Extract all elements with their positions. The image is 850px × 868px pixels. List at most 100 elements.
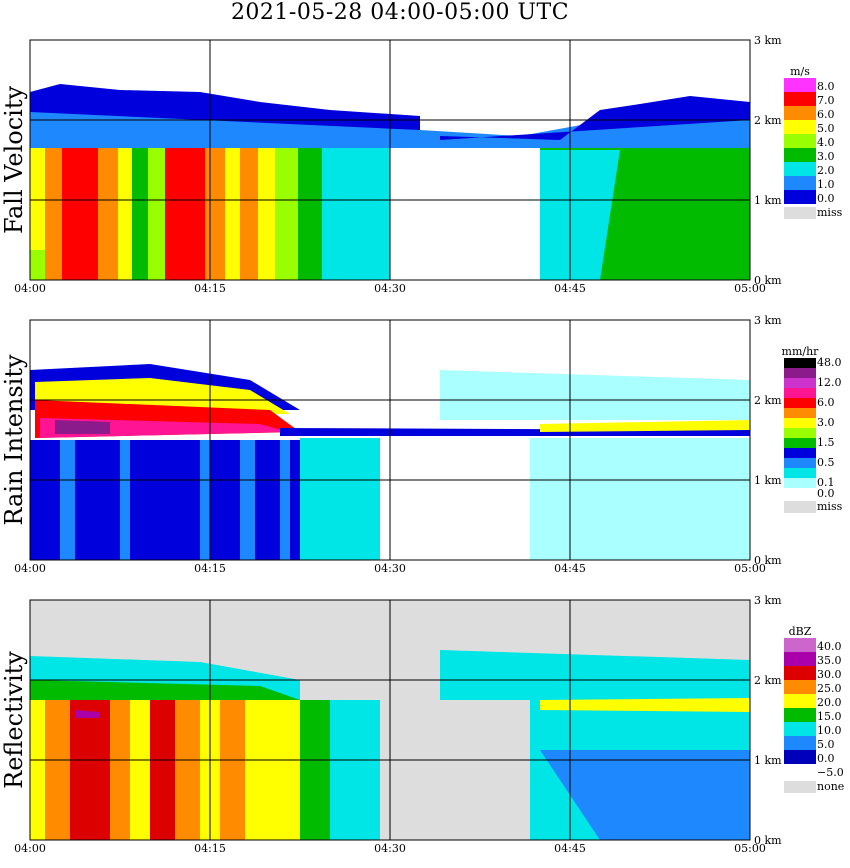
x-tick-label: 05:00 (734, 282, 766, 295)
ri-streak-4 (280, 440, 290, 560)
legend-swatch (784, 638, 816, 652)
rf-upper-right (440, 650, 750, 700)
y-tick-label: 2 km (754, 114, 782, 127)
legend-label: 0.5 (817, 456, 835, 469)
legend-label: 0.0 (817, 192, 835, 205)
fv-blue-right (440, 96, 750, 140)
rf-column-0 (30, 700, 45, 840)
legend-label: 20.0 (817, 696, 842, 709)
fv-column-4 (118, 148, 132, 280)
ri-blue-lower (30, 440, 310, 560)
legend-unit: dBZ (789, 625, 812, 638)
legend-swatch (784, 694, 816, 708)
ri-streak-0 (60, 440, 75, 560)
legend-swatch (784, 358, 816, 368)
x-tick-label: 04:00 (14, 562, 46, 575)
fv-column-5 (132, 148, 148, 280)
legend-swatch (784, 106, 816, 120)
x-tick-label: 04:45 (554, 842, 586, 855)
y-tick-label: 0 km (754, 554, 782, 567)
legend-label: 30.0 (817, 668, 842, 681)
legend-missing-label: miss (817, 500, 843, 513)
panel-2-axes: 0 km 1 km 2 km 3 km 04:00 04:15 04:30 04:45 05:0… (14, 314, 782, 575)
legend-label: 48.0 (817, 356, 842, 369)
ri-lightcyan-right (530, 438, 750, 560)
legend-swatch (784, 388, 816, 398)
legend-label: 5.0 (817, 122, 835, 135)
x-tick-label: 04:15 (194, 842, 226, 855)
legend-label: 2.0 (817, 164, 835, 177)
legend-label: 12.0 (817, 376, 842, 389)
legend-swatch (784, 162, 816, 176)
legend-label: 10.0 (817, 724, 842, 737)
legend-label: 25.0 (817, 682, 842, 695)
ri-streak-1 (120, 440, 130, 560)
legend-unit: mm/hr (782, 345, 820, 358)
chart-title: 2021-05-28 04:00-05:00 UTC (230, 0, 570, 25)
fv-column-12 (275, 148, 298, 280)
rf-column-11 (330, 700, 380, 840)
legend-swatch (784, 418, 816, 428)
legend-missing-swatch (784, 501, 816, 513)
y-tick-label: 3 km (754, 594, 782, 607)
legend-label: 7.0 (817, 94, 835, 107)
ri-yellow-right (540, 420, 750, 432)
panel-3-axes: 0 km 1 km 2 km 3 km 04:00 04:15 04:30 04:45 05:0… (14, 594, 782, 855)
y-tick-label: 0 km (754, 834, 782, 847)
legend-swatch (784, 190, 816, 204)
panel-2-field (30, 320, 750, 560)
legend-swatch (784, 722, 816, 736)
legend-zero-label: 0.0 (817, 487, 835, 500)
rf-column-9 (245, 700, 300, 840)
legend-swatch (784, 378, 816, 388)
y-tick-label: 2 km (754, 394, 782, 407)
fv-column-2 (62, 148, 98, 280)
legend-missing-label: miss (817, 206, 843, 219)
legend-label: 15.0 (817, 710, 842, 723)
ri-streak-3 (240, 440, 255, 560)
x-tick-label: 05:00 (734, 842, 766, 855)
y-tick-label: 3 km (754, 314, 782, 327)
rf-green-top (30, 680, 300, 700)
legend-swatch (784, 368, 816, 378)
legend-label: 3.0 (817, 150, 835, 163)
rf-yellow-right (540, 698, 750, 712)
legend-swatch (784, 764, 816, 778)
legend-swatch (784, 708, 816, 722)
rf-blue-right (540, 750, 750, 840)
fv-column-11 (258, 148, 275, 280)
ri-cyan (300, 438, 390, 560)
x-tick-label: 04:00 (14, 282, 46, 295)
x-tick-label: 04:45 (554, 562, 586, 575)
fv-gap (390, 148, 545, 280)
legend-swatch (784, 652, 816, 666)
panel-1-axes: 0 km 1 km 2 km 3 km 04:00 04:15 04:30 04:45 05:0… (14, 34, 782, 295)
fv-column-13 (298, 148, 322, 280)
x-tick-label: 04:15 (194, 562, 226, 575)
fv-column-6 (148, 148, 165, 280)
legend-missing-swatch (784, 207, 816, 219)
x-tick-label: 04:15 (194, 282, 226, 295)
legend-label: 5.0 (817, 738, 835, 751)
panel-3-legend: dBZ 40.035.030.025.020.015.010.05.00.0−5.… (784, 625, 844, 793)
rf-column-10 (300, 700, 330, 840)
legend-swatch (784, 92, 816, 106)
rf-column-6 (175, 700, 200, 840)
legend-swatch (784, 148, 816, 162)
x-tick-label: 04:45 (554, 282, 586, 295)
legend-swatch (784, 176, 816, 190)
y-tick-label: 0 km (754, 274, 782, 287)
legend-label: 3.0 (817, 416, 835, 429)
x-tick-label: 04:30 (374, 842, 406, 855)
fv-column-1 (45, 148, 62, 280)
x-tick-label: 04:30 (374, 282, 406, 295)
fv-column-7 (165, 148, 205, 280)
y-tick-label: 3 km (754, 34, 782, 47)
legend-swatch (784, 750, 816, 764)
x-tick-label: 04:00 (14, 842, 46, 855)
rf-gap (380, 700, 540, 840)
rf-column-4 (130, 700, 150, 840)
legend-swatch (784, 134, 816, 148)
